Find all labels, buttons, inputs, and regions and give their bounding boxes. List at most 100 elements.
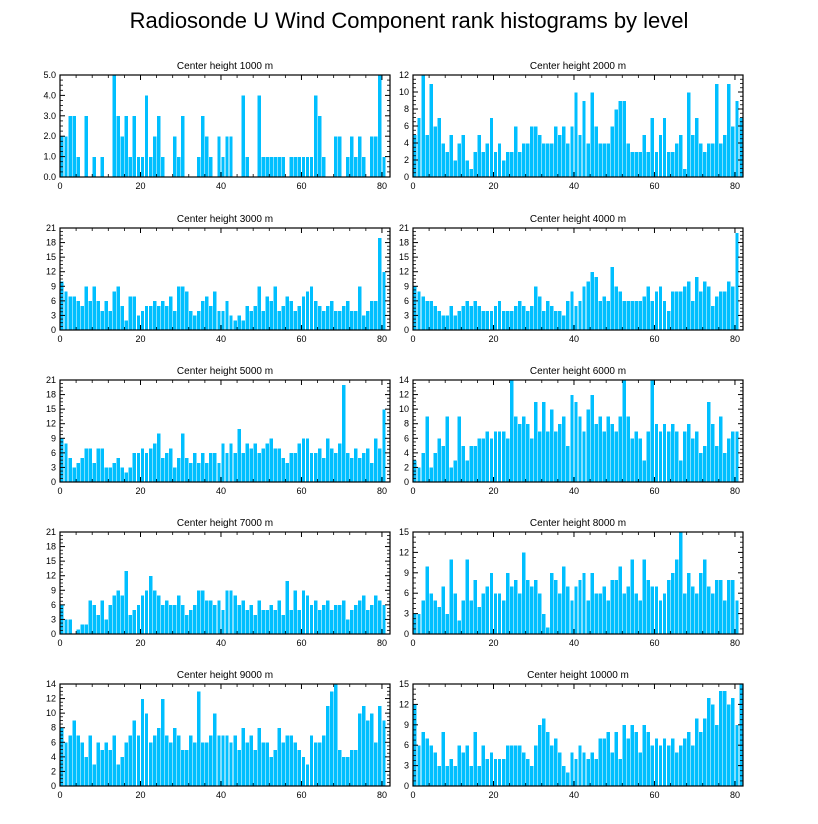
histogram-bar (91, 604, 97, 635)
histogram-bar (67, 295, 73, 331)
histogram-bar (116, 589, 121, 635)
histogram-bar (152, 135, 157, 178)
y-tick-label: 9 (404, 720, 409, 730)
histogram-bar (333, 452, 338, 483)
y-tick-label: 18 (46, 390, 56, 400)
histogram-bar (75, 300, 81, 331)
histogram-bar (252, 442, 258, 483)
histogram-bar (353, 604, 359, 635)
y-tick-label: 12 (399, 267, 409, 277)
histogram-bar (107, 749, 113, 787)
histogram-bar (525, 310, 531, 331)
histogram-bar (545, 142, 551, 178)
y-tick-label: 1.0 (43, 152, 56, 162)
histogram-bar (208, 599, 214, 635)
histogram-bar (569, 599, 575, 635)
y-tick-label: 12 (399, 70, 409, 80)
histogram-bar (289, 734, 294, 787)
histogram-bar (553, 310, 559, 331)
histogram-bar (67, 115, 73, 178)
histogram-bar (264, 442, 270, 483)
histogram-bar (212, 290, 218, 331)
histogram-bar (232, 734, 238, 787)
histogram-bar (617, 758, 623, 787)
histogram-bar (420, 731, 426, 787)
histogram-bar (132, 452, 137, 483)
histogram-bar (601, 586, 607, 635)
panel-title: Center height 9000 m (177, 670, 273, 681)
histogram-bar (200, 452, 206, 483)
y-tick-label: 3 (51, 310, 56, 320)
histogram-bar (107, 310, 113, 331)
histogram-bar (148, 575, 153, 635)
x-tick-label: 60 (296, 486, 306, 496)
histogram-bar (537, 430, 543, 483)
histogram-bar (481, 310, 486, 331)
histogram-bar (432, 751, 438, 787)
histogram-bar (313, 95, 318, 178)
panel-title: Center height 8000 m (530, 518, 626, 529)
histogram-bar (597, 300, 603, 331)
histogram-bar (293, 156, 298, 178)
histogram-bar (289, 300, 294, 331)
histogram-bar (103, 741, 109, 787)
histogram-bar (124, 115, 129, 178)
y-tick-label: 14 (399, 375, 409, 385)
x-tick-label: 40 (569, 334, 579, 344)
histogram-bar (204, 462, 210, 483)
histogram-bar (353, 749, 359, 787)
histogram-bar (444, 416, 450, 483)
histogram-bar (444, 765, 450, 787)
histogram-bar (553, 430, 559, 483)
histogram-bar (549, 744, 555, 787)
histogram-bar (617, 416, 623, 483)
histogram-bar (694, 592, 700, 635)
histogram-bar (440, 731, 446, 787)
histogram-bar (424, 416, 430, 483)
histogram-bar (646, 731, 651, 787)
histogram-bar (718, 579, 724, 635)
histogram-bar (172, 604, 178, 635)
histogram-bar (698, 572, 704, 635)
histogram-bar (448, 134, 454, 178)
histogram-bar (634, 430, 639, 483)
histogram-bar (264, 609, 270, 635)
panel-title: Center height 4000 m (530, 214, 626, 225)
histogram-bar (460, 445, 466, 483)
histogram-bar (541, 142, 547, 178)
histogram-bar (734, 599, 740, 635)
x-tick-label: 0 (410, 486, 415, 496)
y-tick-label: 15 (46, 404, 56, 414)
histogram-bar (509, 744, 514, 787)
histogram-bar (444, 151, 450, 178)
histogram-bar (120, 467, 125, 483)
histogram-bar (674, 430, 679, 483)
histogram-bar (646, 430, 651, 483)
histogram-panel-5: Center height 5000 m 0 20 40 60 80 0 3 6 9 12 15 18 2… (46, 366, 391, 496)
histogram-bar (144, 305, 149, 331)
histogram-bar (465, 744, 470, 787)
x-tick-label: 60 (296, 181, 306, 191)
histogram-bar (301, 156, 306, 178)
histogram-bar (329, 300, 334, 331)
y-tick-label: 15 (399, 527, 409, 537)
histogram-bar (561, 125, 567, 178)
histogram-bar (99, 447, 105, 483)
histogram-bar (609, 751, 615, 787)
histogram-bar (325, 705, 330, 787)
histogram-bar (281, 457, 286, 483)
histogram-bar (678, 531, 683, 635)
histogram-bar (156, 727, 161, 787)
histogram-bar (722, 452, 728, 483)
histogram-bar (293, 310, 298, 331)
x-tick-label: 60 (296, 790, 306, 800)
histogram-bar (236, 428, 242, 483)
histogram-bar (67, 734, 73, 787)
histogram-bar (71, 720, 77, 787)
histogram-bar (621, 592, 627, 635)
histogram-bar (420, 599, 426, 635)
histogram-bar (593, 758, 599, 787)
y-tick-label: 4 (404, 448, 409, 458)
histogram-bar (416, 613, 422, 635)
histogram-bar (460, 751, 466, 787)
